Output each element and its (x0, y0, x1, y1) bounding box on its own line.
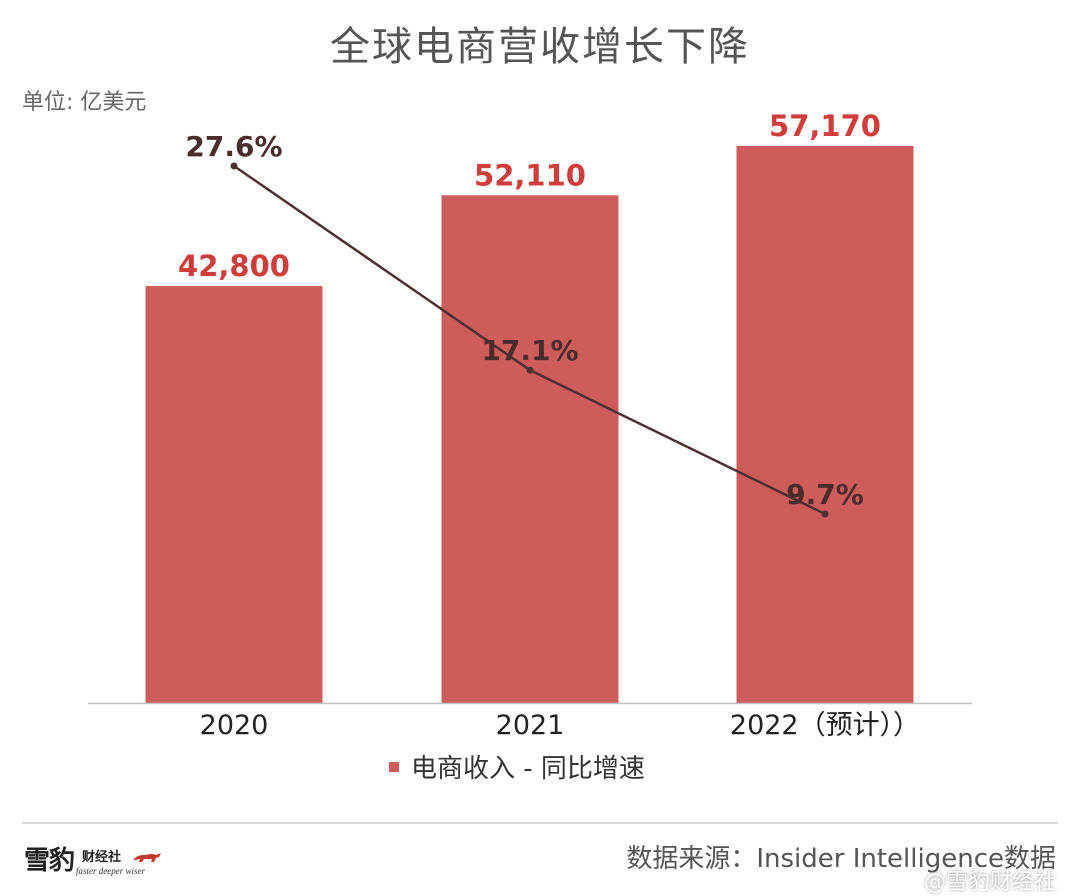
growth-rate-label: 9.7% (786, 478, 864, 511)
bar-value-label: 57,170 (769, 109, 881, 143)
x-tick-label: 2022（预计）） (730, 710, 920, 741)
x-tick-label: 2021 (496, 710, 565, 741)
growth-rate-point (526, 366, 534, 374)
brand-logo: 雪豹 财经社 faster deeper wiser (24, 840, 164, 880)
logo-tagline: faster deeper wiser (76, 866, 145, 876)
chart-title: 全球电商营收增长下降 (330, 24, 750, 70)
legend-label: 电商收入 - 同比增速 (411, 754, 645, 784)
growth-rate-label: 27.6% (185, 130, 282, 163)
logo-main-text: 雪豹 (24, 846, 75, 876)
bar-2020 (145, 286, 323, 703)
growth-rate-label: 17.1% (481, 334, 578, 367)
growth-rate-point (230, 162, 238, 170)
leopard-icon (133, 853, 161, 862)
footer-divider (22, 822, 1058, 824)
bar-value-label: 52,110 (474, 158, 586, 192)
x-tick-label: 2020 (200, 710, 269, 741)
bar-line-chart: 42,800 52,110 57,170 2020 2021 2022（预计）） 27.6%… (88, 109, 972, 784)
bar-2022 (736, 145, 914, 703)
logo-sub-text: 财经社 (82, 850, 122, 865)
growth-rate-point (821, 510, 829, 518)
unit-label: 单位: 亿美元 (22, 90, 147, 115)
legend-swatch (389, 762, 399, 772)
data-source: 数据来源：Insider Intelligence数据 (626, 844, 1056, 874)
bar-value-label: 42,800 (178, 249, 290, 283)
bar-2021 (441, 195, 619, 703)
account-credit: @雪豹财经社 (923, 870, 1056, 895)
